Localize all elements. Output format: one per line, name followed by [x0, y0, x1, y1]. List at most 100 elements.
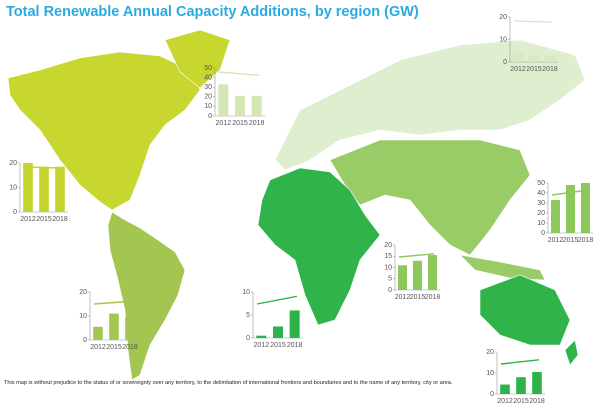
x-tick-label: 2018	[529, 398, 545, 405]
y-tick-label: 50	[204, 65, 212, 72]
bar	[93, 326, 103, 340]
y-tick-label: 10	[242, 289, 250, 296]
y-tick-label: 0	[541, 230, 545, 237]
x-tick-label: 2018	[578, 237, 594, 244]
y-tick-label: 0	[503, 59, 507, 66]
x-tick-label: 2012	[497, 398, 513, 405]
trend-arrow	[500, 359, 540, 365]
bar	[413, 260, 422, 290]
y-tick-label: 40	[537, 190, 545, 197]
y-tick-label: 15	[384, 253, 392, 260]
bar	[125, 317, 135, 340]
mini-chart: 0 10 20 2012 2015 2018	[9, 160, 68, 223]
y-tick-label: 5	[388, 276, 392, 283]
x-tick-label: 2018	[287, 342, 303, 349]
bar	[273, 326, 283, 338]
y-tick-label: 0	[83, 337, 87, 344]
x-tick-label: 2015	[106, 344, 122, 351]
trend-arrow	[551, 189, 588, 196]
y-tick-label: 10	[486, 370, 494, 377]
x-tick-label: 2018	[542, 66, 558, 73]
y-tick-label: 0	[208, 113, 212, 120]
y-tick-label: 20	[384, 242, 392, 249]
greenland	[164, 29, 231, 89]
trend-arrow	[218, 71, 260, 77]
x-tick-label: 2018	[52, 216, 68, 223]
y-tick-label: 10	[79, 313, 87, 320]
bar	[551, 200, 560, 233]
new-zealand	[564, 339, 579, 366]
y-tick-label: 0	[246, 335, 250, 342]
trend-arrow	[93, 300, 133, 305]
note-box: This map is without prejudice to the sta…	[4, 380, 453, 386]
y-tick-label: 10	[499, 36, 507, 43]
southeast-asia	[459, 254, 546, 281]
bar	[581, 183, 590, 233]
y-tick-label: 0	[490, 391, 494, 398]
x-tick-label: 2012	[254, 342, 270, 349]
bar	[23, 163, 33, 212]
mini-chart: 0 5 10 15 20 2012 2015 2018	[384, 242, 440, 301]
bar	[500, 384, 510, 394]
y-tick-label: 5	[246, 312, 250, 319]
x-tick-label: 2015	[36, 216, 52, 223]
bar	[251, 95, 262, 116]
x-tick-label: 2015	[270, 342, 286, 349]
y-tick-label: 20	[9, 160, 17, 167]
north-america	[7, 51, 201, 211]
bar	[235, 95, 245, 116]
bar	[256, 335, 267, 338]
trend-arrow	[398, 253, 435, 258]
mini-chart: 0 10 20 2012 2015 2018	[79, 289, 138, 351]
y-tick-label: 50	[537, 180, 545, 187]
x-tick-label: 2012	[216, 120, 232, 127]
y-tick-label: 20	[204, 94, 212, 101]
oceania	[479, 274, 571, 346]
asia-middle-east	[329, 139, 531, 256]
x-tick-label: 2018	[122, 344, 138, 351]
bar	[566, 185, 575, 233]
europe-eurasia	[274, 39, 586, 171]
bar	[532, 371, 542, 394]
y-tick-label: 40	[204, 74, 212, 81]
x-tick-label: 2015	[232, 120, 248, 127]
x-tick-label: 2015	[526, 66, 542, 73]
x-tick-label: 2018	[249, 120, 265, 127]
bar	[39, 166, 49, 212]
y-tick-label: 10	[9, 184, 17, 191]
mini-chart: 0 5 10 2012 2015 2018	[242, 289, 303, 349]
x-tick-label: 2012	[548, 237, 564, 244]
mini-chart: 0 10 20 2012 2015 2018	[486, 349, 545, 405]
y-tick-label: 10	[537, 220, 545, 227]
x-tick-label: 2018	[425, 294, 441, 301]
mini-chart: 0 10 20 2012 2015 2018	[499, 14, 558, 73]
bar	[529, 55, 539, 62]
x-tick-label: 2012	[90, 344, 106, 351]
bar	[109, 313, 119, 340]
trend-arrow	[256, 295, 298, 305]
bar	[218, 84, 229, 116]
x-tick-label: 2015	[513, 398, 529, 405]
y-tick-label: 20	[486, 349, 494, 356]
y-tick-label: 30	[204, 84, 212, 91]
mini-chart: 0 10 20 30 40 50 2012 2015 2018	[204, 65, 265, 127]
bar	[545, 56, 555, 62]
y-tick-label: 10	[384, 264, 392, 271]
x-tick-label: 2015	[563, 237, 579, 244]
x-tick-label: 2012	[20, 216, 36, 223]
south-america	[107, 211, 186, 381]
trend-arrow	[513, 20, 553, 23]
y-tick-label: 0	[13, 209, 17, 216]
y-tick-label: 10	[204, 103, 212, 110]
bar	[428, 255, 437, 290]
bar	[516, 377, 526, 394]
note: This map is without prejudice to the sta…	[4, 380, 453, 386]
y-tick-label: 20	[499, 14, 507, 21]
africa	[257, 167, 381, 326]
x-tick-label: 2012	[395, 294, 411, 301]
x-tick-label: 2015	[410, 294, 426, 301]
bar	[55, 166, 65, 212]
title: Total Renewable Annual Capacity Addition…	[6, 4, 419, 20]
